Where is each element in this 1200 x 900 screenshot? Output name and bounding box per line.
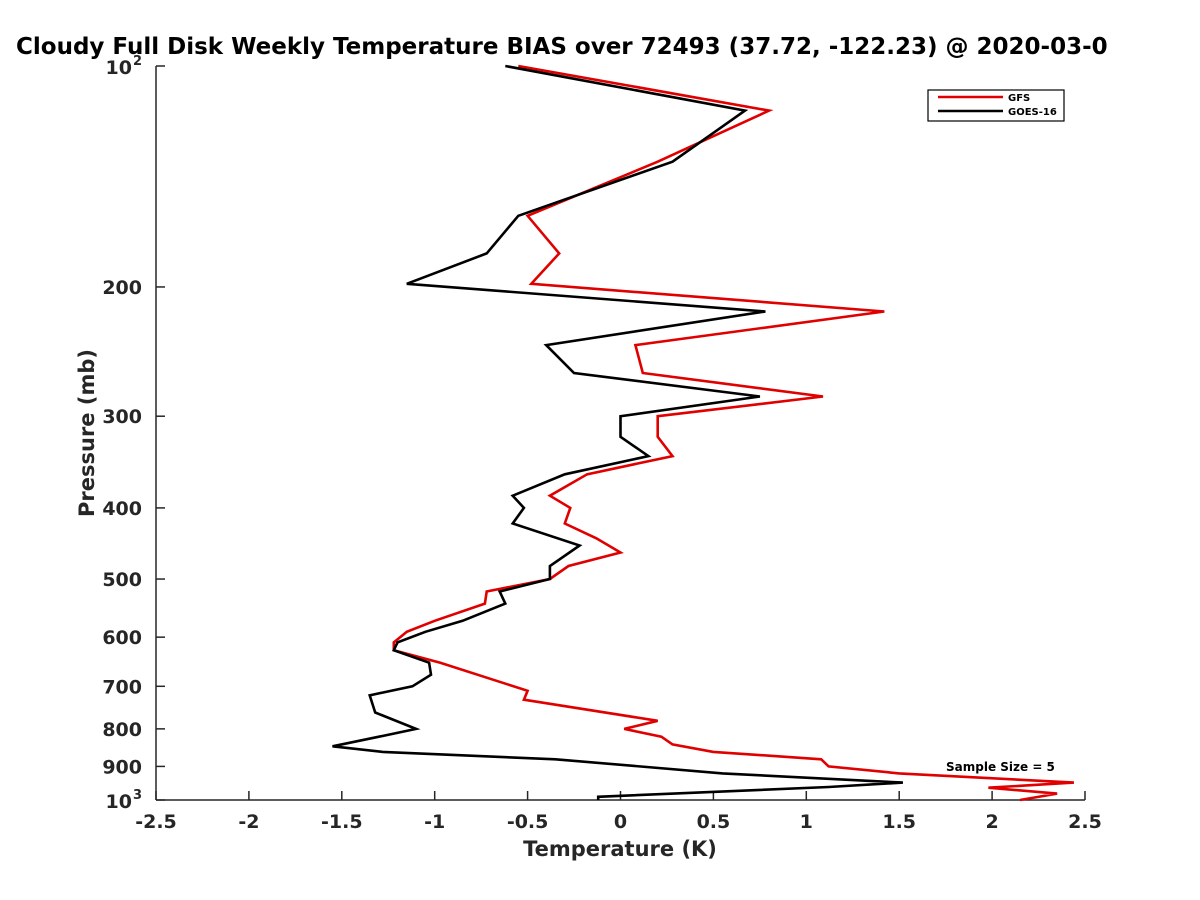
x-tick-label: 2.5	[1068, 811, 1102, 833]
sample-size-annotation: Sample Size = 5	[946, 760, 1055, 774]
y-tick-label: 300	[102, 406, 142, 428]
x-tick-label: -0.5	[507, 811, 549, 833]
y-axis-title: Pressure (mb)	[75, 349, 99, 517]
chart-title: Cloudy Full Disk Weekly Temperature BIAS…	[16, 34, 1108, 60]
series-layer	[332, 64, 1074, 802]
x-tick-label: 2	[985, 811, 998, 833]
x-tick-label: 1.5	[882, 811, 916, 833]
y-tick-exponent: 3	[133, 788, 142, 803]
legend-box	[927, 89, 1065, 122]
x-tick-label: 0	[614, 811, 627, 833]
x-axis-title: Temperature (K)	[523, 837, 717, 861]
y-tick-label: 800	[102, 719, 142, 741]
y-tick-label: 500	[102, 569, 142, 591]
x-tick-label: 1	[800, 811, 813, 833]
y-tick-label: 10	[106, 791, 132, 813]
y-tick-label: 900	[102, 756, 142, 778]
series-line-goes-16	[332, 64, 903, 800]
y-tick-label: 700	[102, 676, 142, 698]
x-tick-label: -1	[424, 811, 445, 833]
x-tick-label: -2.5	[135, 811, 177, 833]
legend-goes16-label: GOES-16	[1008, 107, 1057, 118]
y-tick-label: 600	[102, 627, 142, 649]
legend: GFS GOES-16	[927, 89, 1065, 122]
y-tick-exponent: 2	[133, 54, 142, 69]
plot-axes: -2.5 -2 -1.5 -1 -0.5 0 0.5 1 1.5 2 2.510 2200300400…	[102, 54, 1102, 833]
y-tick-label: 200	[102, 277, 142, 299]
x-tick-label: -1.5	[321, 811, 363, 833]
x-tick-label: -2	[238, 811, 259, 833]
legend-gfs-label: GFS	[1008, 93, 1030, 104]
x-tick-label: 0.5	[697, 811, 731, 833]
y-tick-label: 400	[102, 498, 142, 520]
y-tick-label: 10	[106, 57, 132, 79]
series-line-gfs	[392, 64, 1074, 802]
